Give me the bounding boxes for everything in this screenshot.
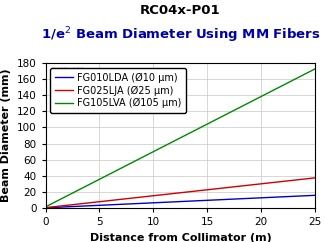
FG025LJA (Ø25 μm)	[44, 206, 47, 209]
FG010LDA (Ø10 μm)	[265, 196, 268, 199]
FG105LVA (Ø105 μm)	[172, 140, 176, 143]
FG010LDA (Ø10 μm)	[313, 194, 317, 197]
X-axis label: Distance from Collimator (m): Distance from Collimator (m)	[89, 233, 271, 242]
Legend: FG010LDA (Ø10 μm), FG025LJA (Ø25 μm), FG105LVA (Ø105 μm): FG010LDA (Ø10 μm), FG025LJA (Ø25 μm), FG…	[50, 68, 186, 113]
FG105LVA (Ø105 μm)	[173, 139, 177, 142]
FG105LVA (Ø105 μm)	[265, 92, 268, 95]
Text: RC04x-P01: RC04x-P01	[140, 4, 221, 17]
Y-axis label: Beam Diameter (mm): Beam Diameter (mm)	[1, 69, 11, 202]
FG105LVA (Ø105 μm)	[189, 131, 193, 134]
FG025LJA (Ø25 μm)	[265, 182, 268, 185]
FG010LDA (Ø10 μm)	[172, 200, 176, 203]
FG105LVA (Ø105 μm)	[313, 67, 317, 70]
FG025LJA (Ø25 μm)	[307, 177, 311, 180]
FG025LJA (Ø25 μm)	[189, 190, 193, 193]
FG105LVA (Ø105 μm)	[44, 205, 47, 208]
Text: THORLABS: THORLABS	[51, 67, 85, 72]
FG010LDA (Ø10 μm)	[189, 200, 193, 203]
FG010LDA (Ø10 μm)	[173, 200, 177, 203]
FG025LJA (Ø25 μm)	[173, 192, 177, 195]
Line: FG010LDA (Ø10 μm): FG010LDA (Ø10 μm)	[46, 195, 315, 208]
FG105LVA (Ø105 μm)	[307, 71, 311, 74]
Line: FG025LJA (Ø25 μm): FG025LJA (Ø25 μm)	[46, 178, 315, 208]
FG010LDA (Ø10 μm)	[204, 199, 208, 202]
FG105LVA (Ø105 μm)	[204, 123, 208, 126]
FG010LDA (Ø10 μm)	[44, 206, 47, 209]
FG010LDA (Ø10 μm)	[307, 194, 311, 197]
FG025LJA (Ø25 μm)	[204, 189, 208, 191]
FG025LJA (Ø25 μm)	[313, 176, 317, 179]
FG025LJA (Ø25 μm)	[172, 192, 176, 195]
Text: 1/e$^2$ Beam Diameter Using MM Fibers: 1/e$^2$ Beam Diameter Using MM Fibers	[41, 25, 320, 45]
Line: FG105LVA (Ø105 μm): FG105LVA (Ø105 μm)	[46, 69, 315, 207]
